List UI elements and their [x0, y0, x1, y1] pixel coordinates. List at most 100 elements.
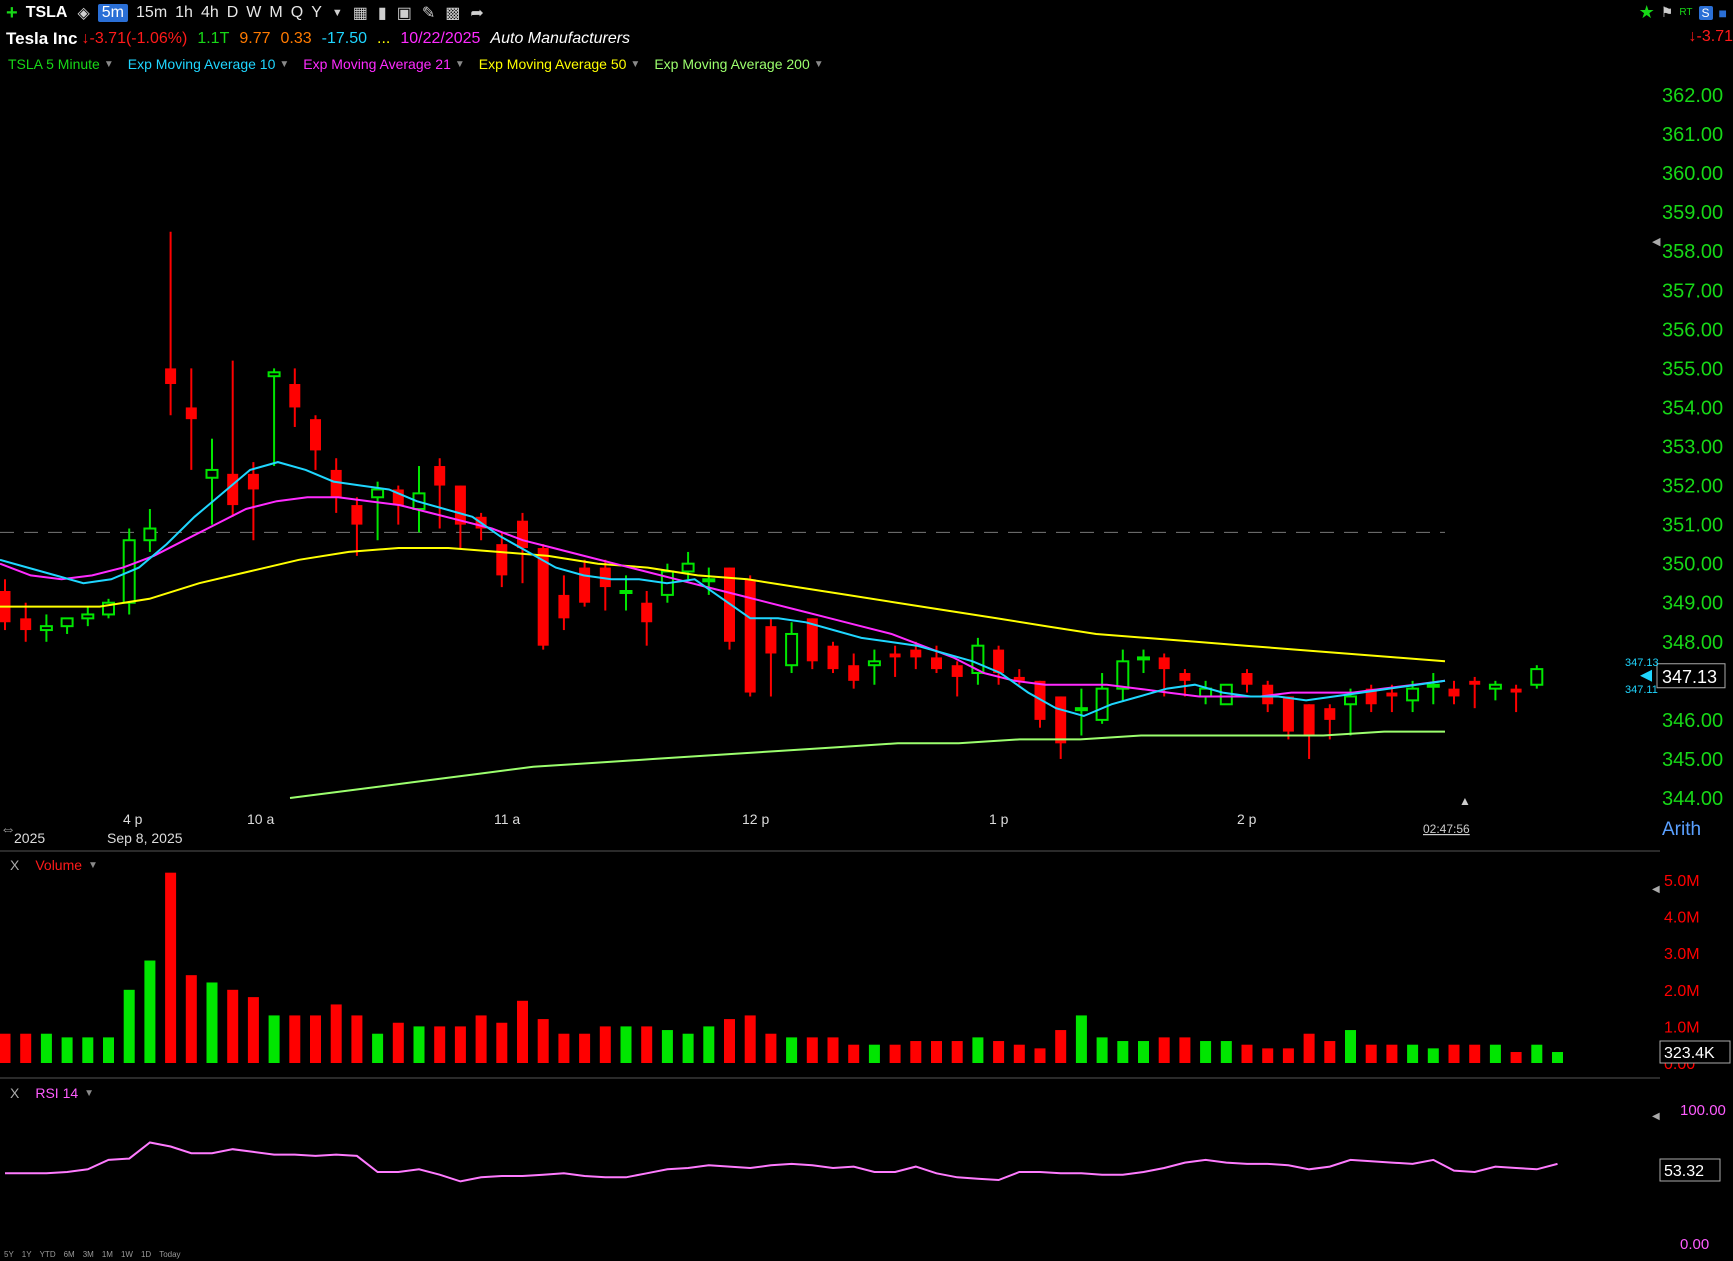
ema50-line [0, 547, 1446, 663]
notes-icon[interactable]: ▩ [445, 5, 461, 22]
range-button[interactable]: YTD [39, 1250, 56, 1259]
timeframe-W[interactable]: W [246, 4, 262, 21]
star-icon[interactable]: ★ [1638, 2, 1655, 22]
symbol-input[interactable]: TSLA [25, 4, 68, 21]
settings-icon[interactable]: ■ [1718, 4, 1727, 21]
volume-bar [703, 1026, 715, 1063]
candle-body-up [39, 625, 53, 632]
timeframe-group: 5m 15m 1h 4h D W M Q Y [90, 4, 322, 22]
candle-body-down [1469, 680, 1481, 685]
range-button[interactable]: 1W [120, 1250, 133, 1259]
price-axis[interactable]: 362.00 361.00 360.00 359.00 358.00 357.00 356.… [1625, 85, 1726, 840]
volume-bar [310, 1015, 321, 1063]
volume-bar [372, 1033, 384, 1063]
collapse-arrow-icon[interactable]: ▲ [1459, 794, 1471, 808]
rsi-title[interactable]: RSI 14 [35, 1085, 79, 1101]
timeframe-1h[interactable]: 1h [175, 4, 193, 21]
scroll-arrow-icon[interactable]: ◀ [1652, 1111, 1660, 1122]
candle-body-up [1406, 687, 1420, 702]
candle-body-down [931, 657, 942, 670]
price-tick-label: 350.00 [1662, 554, 1723, 576]
candle-body-down [165, 368, 177, 385]
range-button[interactable]: Today [159, 1250, 181, 1259]
rsi-dropdown-icon[interactable]: ▼ [84, 1087, 95, 1099]
draw-pencil-icon[interactable]: ✎ [421, 5, 436, 22]
scroll-arrow-icon[interactable]: ◀ [1652, 884, 1660, 895]
volume-bar [268, 1015, 280, 1063]
rsi-axis: 100.00 0.00 53.32 ◀ [1652, 1102, 1726, 1253]
range-button[interactable]: 6M [63, 1250, 75, 1259]
price-tick-label: 352.00 [1662, 476, 1723, 498]
candle-body-down [827, 645, 839, 670]
candle-body-down [641, 602, 653, 623]
axis-mode-label[interactable]: Arith [1662, 819, 1701, 840]
add-symbol-icon[interactable]: + [6, 1, 18, 24]
chevron-down-icon[interactable]: ▼ [630, 59, 641, 70]
chevron-down-icon[interactable]: ▼ [103, 59, 114, 70]
industry[interactable]: Auto Manufacturers [490, 30, 631, 47]
volume-bar [1138, 1041, 1149, 1063]
range-button[interactable]: 1D [140, 1250, 152, 1259]
chevron-down-icon[interactable]: ▼ [279, 59, 290, 70]
indicator-label[interactable]: Exp Moving Average 21 [303, 56, 451, 72]
time-tick-label: 1 p [989, 811, 1009, 827]
range-button[interactable]: 3M [82, 1250, 94, 1259]
timeframe-5m[interactable]: 5m [97, 4, 129, 22]
volume-pane-label: X Volume ▼ [10, 857, 98, 873]
timeframe-Q[interactable]: Q [290, 4, 304, 21]
rsi-layer [5, 1141, 1558, 1183]
volume-bar [206, 982, 218, 1063]
volume-dropdown-icon[interactable]: ▼ [88, 859, 98, 871]
volume-title[interactable]: Volume [35, 857, 83, 873]
timeframe-M[interactable]: M [269, 4, 283, 21]
compare-icon[interactable]: ◈ [77, 5, 90, 22]
candle-body-down [744, 579, 756, 693]
flag-icon[interactable]: ⚑ [1660, 4, 1674, 20]
indicator-label[interactable]: Exp Moving Average 10 [127, 56, 276, 72]
chevron-down-icon[interactable]: ▼ [454, 59, 465, 70]
timeframe-Y[interactable]: Y [311, 4, 322, 21]
candle-body-down [330, 469, 342, 498]
date-label: Sep 8, 2025 [107, 830, 183, 846]
candle-body-down [1241, 673, 1253, 685]
toolbar-right: ★ ⚑ RT S ■ [1639, 2, 1727, 23]
timeframe-D[interactable]: D [226, 4, 239, 21]
bars-icon[interactable]: ▮ [377, 5, 387, 22]
calendar-icon[interactable]: ▣ [396, 5, 412, 22]
volume-bar [951, 1041, 963, 1063]
timeframe-15m[interactable]: 15m [136, 4, 168, 21]
volume-bar [641, 1026, 653, 1063]
price-tick-label: 353.00 [1662, 437, 1723, 459]
close-rsi-button[interactable]: X [10, 1085, 20, 1101]
volume-bar [1552, 1052, 1563, 1063]
price-tick-label: 349.00 [1662, 593, 1723, 615]
volume-bar [517, 1000, 528, 1063]
scroll-arrow-icon[interactable]: ◀ [1652, 236, 1661, 248]
share-icon[interactable]: ➦ [470, 5, 484, 22]
candle-body-up [867, 660, 881, 667]
indicator-label[interactable]: Exp Moving Average 200 [654, 56, 810, 72]
volume-bar [889, 1044, 901, 1063]
more-dots[interactable]: ... [377, 30, 391, 47]
indicator-label[interactable]: TSLA 5 Minute [8, 56, 100, 72]
dropdown-chevron-icon[interactable]: ▼ [331, 7, 343, 19]
indicator-label[interactable]: Exp Moving Average 50 [478, 56, 627, 72]
timeframe-4h[interactable]: 4h [200, 4, 219, 21]
chevron-down-icon[interactable]: ▼ [813, 59, 824, 70]
pan-arrows-icon[interactable]: ⇔ [0, 821, 16, 838]
volume-bar [1034, 1048, 1046, 1063]
range-button[interactable]: 5Y [4, 1250, 14, 1259]
volume-bar [1531, 1044, 1543, 1063]
volume-bar [61, 1037, 73, 1063]
range-button[interactable]: 1M [101, 1250, 113, 1259]
volume-bar [496, 1022, 508, 1063]
chart-type-icon[interactable]: ▦ [352, 5, 368, 22]
price-tick-label: 360.00 [1662, 163, 1723, 185]
close-volume-button[interactable]: X [10, 857, 20, 873]
price-tick-label: 344.00 [1662, 788, 1723, 810]
range-button[interactable]: 1Y [21, 1250, 32, 1259]
s-icon[interactable]: S [1698, 5, 1713, 20]
volume-bar [434, 1026, 446, 1063]
candle-body-up [1426, 683, 1440, 688]
